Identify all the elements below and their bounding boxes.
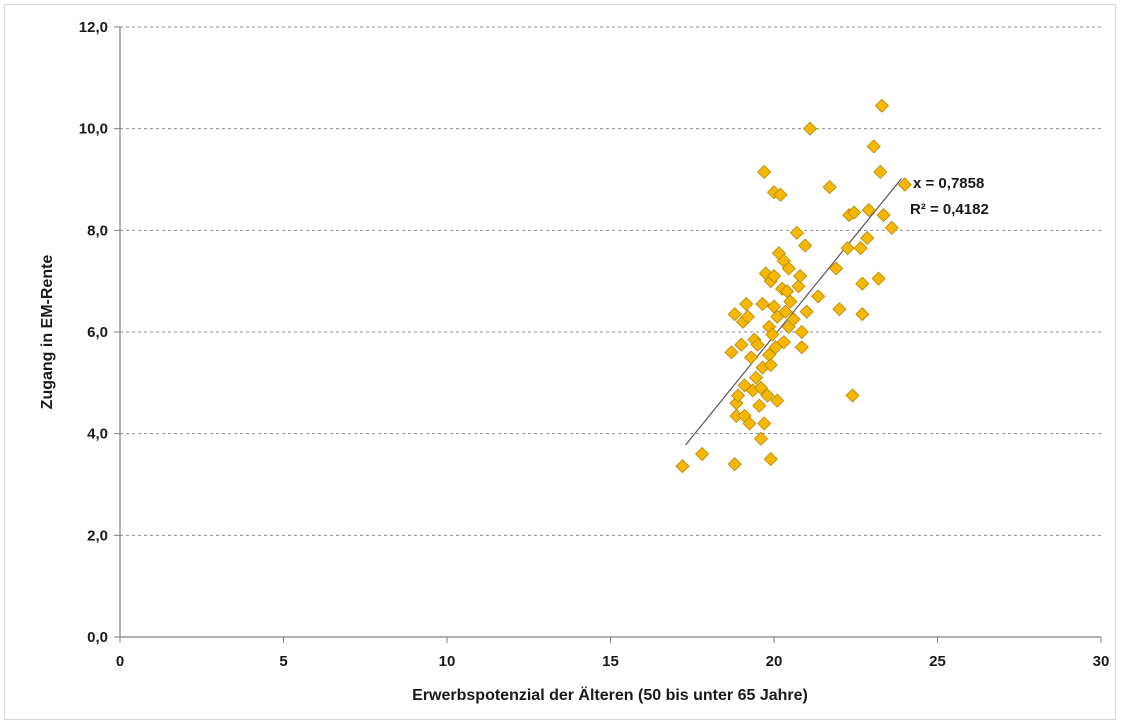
data-point — [861, 202, 876, 218]
x-axis-title: Erwerbspotenzial der Älteren (50 bis unt… — [412, 686, 808, 704]
data-point — [740, 309, 755, 324]
data-point — [897, 177, 912, 192]
x-tick-label: 25 — [929, 653, 946, 670]
grid-lines — [120, 26, 1101, 536]
data-point — [763, 452, 778, 467]
x-tick-labels: 0 5 10 15 20 25 30 — [116, 653, 1110, 670]
data-point — [766, 269, 782, 284]
y-tick-label: 12,0 — [79, 19, 108, 36]
data-point — [727, 307, 742, 322]
data-point — [876, 208, 891, 223]
data-point — [884, 220, 899, 235]
data-point — [734, 337, 749, 352]
data-point — [832, 302, 847, 317]
y-tick-label: 2,0 — [87, 527, 108, 544]
chart-frame — [4, 4, 1116, 720]
data-point — [871, 271, 886, 286]
data-point — [791, 279, 806, 294]
data-point — [840, 241, 855, 256]
data-points — [675, 98, 912, 474]
axes — [114, 26, 1102, 643]
data-point — [855, 276, 870, 291]
data-point — [752, 398, 767, 413]
x-tick-label: 15 — [602, 653, 619, 670]
data-point — [811, 289, 826, 304]
data-point — [739, 296, 754, 312]
data-point — [855, 307, 870, 322]
data-point — [757, 416, 772, 431]
data-point — [789, 225, 804, 240]
data-point — [755, 296, 770, 312]
y-tick-label: 0,0 — [87, 629, 108, 646]
data-point — [675, 459, 690, 474]
data-point — [853, 241, 868, 256]
y-tick-labels: 0,0 2,0 4,0 6,0 8,0 10,0 12,0 — [79, 19, 108, 646]
data-point — [763, 357, 778, 373]
data-point — [802, 121, 818, 136]
data-point — [760, 388, 775, 403]
trendline — [685, 178, 902, 446]
data-point — [778, 304, 793, 319]
data-point — [773, 187, 788, 202]
data-point — [873, 164, 888, 179]
data-point — [794, 340, 809, 355]
x-tick-label: 30 — [1093, 653, 1110, 670]
data-point — [783, 294, 798, 309]
data-point — [748, 370, 764, 385]
data-point — [874, 98, 889, 113]
y-tick-label: 10,0 — [79, 121, 108, 138]
data-point — [860, 230, 875, 246]
data-point — [829, 261, 844, 276]
data-point — [786, 312, 801, 327]
data-point — [757, 164, 772, 179]
data-point — [845, 388, 860, 403]
data-point — [797, 238, 813, 253]
x-tick-label: 5 — [279, 653, 287, 670]
data-point — [742, 416, 757, 431]
data-point — [724, 345, 739, 360]
x-tick-label: 0 — [116, 653, 124, 670]
data-point — [866, 139, 881, 154]
data-point — [753, 431, 768, 446]
data-point — [694, 446, 710, 462]
y-axis-title: Zugang in EM-Rente — [39, 255, 56, 410]
r-squared-label: R² = 0,4182 — [910, 201, 989, 218]
data-point — [765, 327, 780, 342]
x-tick-label: 10 — [439, 653, 456, 670]
data-point — [730, 388, 746, 403]
data-point — [776, 335, 791, 350]
data-point — [799, 304, 814, 319]
data-point — [781, 261, 796, 276]
y-tick-label: 6,0 — [87, 324, 108, 341]
data-point — [794, 324, 809, 340]
trendline-group — [685, 178, 902, 446]
data-point — [770, 393, 785, 408]
data-point — [753, 380, 768, 395]
y-tick-label: 4,0 — [87, 426, 108, 443]
trend-equation-label: x = 0,7858 — [913, 175, 984, 192]
x-tick-label: 20 — [766, 653, 783, 670]
y-tick-label: 8,0 — [87, 222, 108, 239]
data-point — [793, 269, 808, 284]
data-point — [727, 457, 742, 472]
data-point — [750, 337, 765, 352]
data-point — [744, 350, 759, 365]
data-point — [822, 180, 837, 195]
data-point — [847, 205, 862, 220]
